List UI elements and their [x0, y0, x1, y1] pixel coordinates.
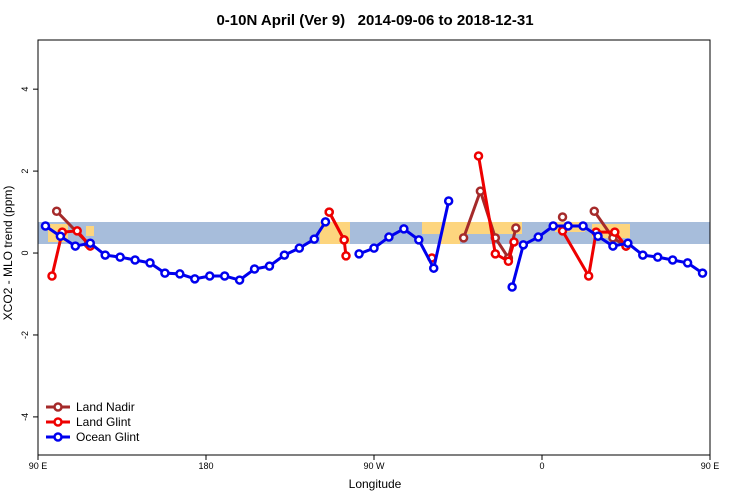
data-point — [593, 231, 603, 241]
data-point — [354, 249, 364, 259]
data-point — [511, 223, 521, 233]
data-point — [264, 261, 275, 271]
data-point — [503, 256, 514, 266]
data-point — [428, 263, 439, 273]
legend-marker — [53, 402, 63, 412]
y-axis-label: XCO2 - MLO trend (ppm) — [1, 186, 15, 321]
data-point — [72, 226, 82, 236]
data-point — [399, 224, 409, 234]
x-axis-label: Longitude — [349, 477, 402, 491]
data-point — [384, 232, 394, 242]
y-tick-label: 4 — [20, 87, 30, 92]
data-point — [589, 206, 600, 216]
data-point — [667, 255, 678, 265]
data-point — [175, 269, 185, 279]
data-point — [324, 207, 334, 217]
data-point — [608, 241, 618, 251]
data-point — [190, 274, 200, 284]
legend-label: Land Glint — [76, 415, 131, 429]
land-patch — [86, 226, 94, 236]
data-point — [509, 237, 519, 247]
data-point — [100, 250, 110, 260]
x-tick-label: 90 E — [701, 461, 720, 471]
legend-label: Ocean Glint — [76, 430, 140, 444]
data-point — [341, 251, 351, 261]
data-point — [145, 258, 155, 268]
data-point — [204, 271, 215, 281]
data-point — [219, 271, 230, 281]
data-point — [697, 268, 708, 278]
y-tick-label: 2 — [20, 169, 30, 174]
data-point — [55, 231, 66, 241]
land-patch — [422, 222, 522, 234]
data-point — [507, 282, 517, 292]
x-tick-label: 90 W — [363, 461, 385, 471]
data-point — [548, 221, 558, 231]
data-point — [85, 238, 96, 248]
y-tick-label: 0 — [20, 251, 30, 256]
data-point — [578, 221, 588, 231]
data-point — [490, 249, 501, 259]
chart-title: 0-10N April (Ver 9) 2014-09-06 to 2018-1… — [216, 12, 533, 29]
data-point — [533, 232, 544, 242]
data-point — [443, 196, 454, 206]
data-point — [130, 255, 140, 265]
x-tick-label: 180 — [198, 461, 213, 471]
data-point — [638, 250, 648, 260]
data-point — [652, 252, 663, 262]
data-point — [160, 268, 170, 278]
x-tick-label: 90 E — [29, 461, 48, 471]
legend-marker — [53, 432, 63, 442]
data-point — [115, 252, 125, 262]
data-point — [249, 264, 260, 274]
data-point — [473, 151, 484, 161]
data-point — [583, 271, 594, 281]
data-point — [369, 243, 379, 253]
data-point — [518, 240, 529, 250]
x-tick-label: 0 — [539, 461, 544, 471]
data-point — [294, 243, 305, 253]
data-point — [414, 235, 424, 245]
legend-label: Land Nadir — [76, 400, 135, 414]
y-tick-label: -4 — [20, 413, 30, 421]
land-patch — [440, 234, 460, 244]
y-tick-label: -2 — [20, 331, 30, 339]
data-point — [70, 241, 81, 251]
data-point — [320, 217, 331, 227]
data-point — [458, 233, 469, 243]
data-point — [557, 212, 568, 222]
data-point — [563, 221, 573, 231]
data-point — [682, 258, 693, 268]
data-point — [40, 221, 51, 231]
data-point — [279, 250, 290, 260]
data-point — [309, 234, 320, 244]
data-point — [623, 238, 633, 248]
data-point — [339, 235, 349, 245]
data-point — [234, 275, 245, 285]
data-point — [51, 206, 62, 216]
data-point — [47, 271, 57, 281]
legend-marker — [53, 417, 63, 427]
data-point — [610, 227, 620, 237]
